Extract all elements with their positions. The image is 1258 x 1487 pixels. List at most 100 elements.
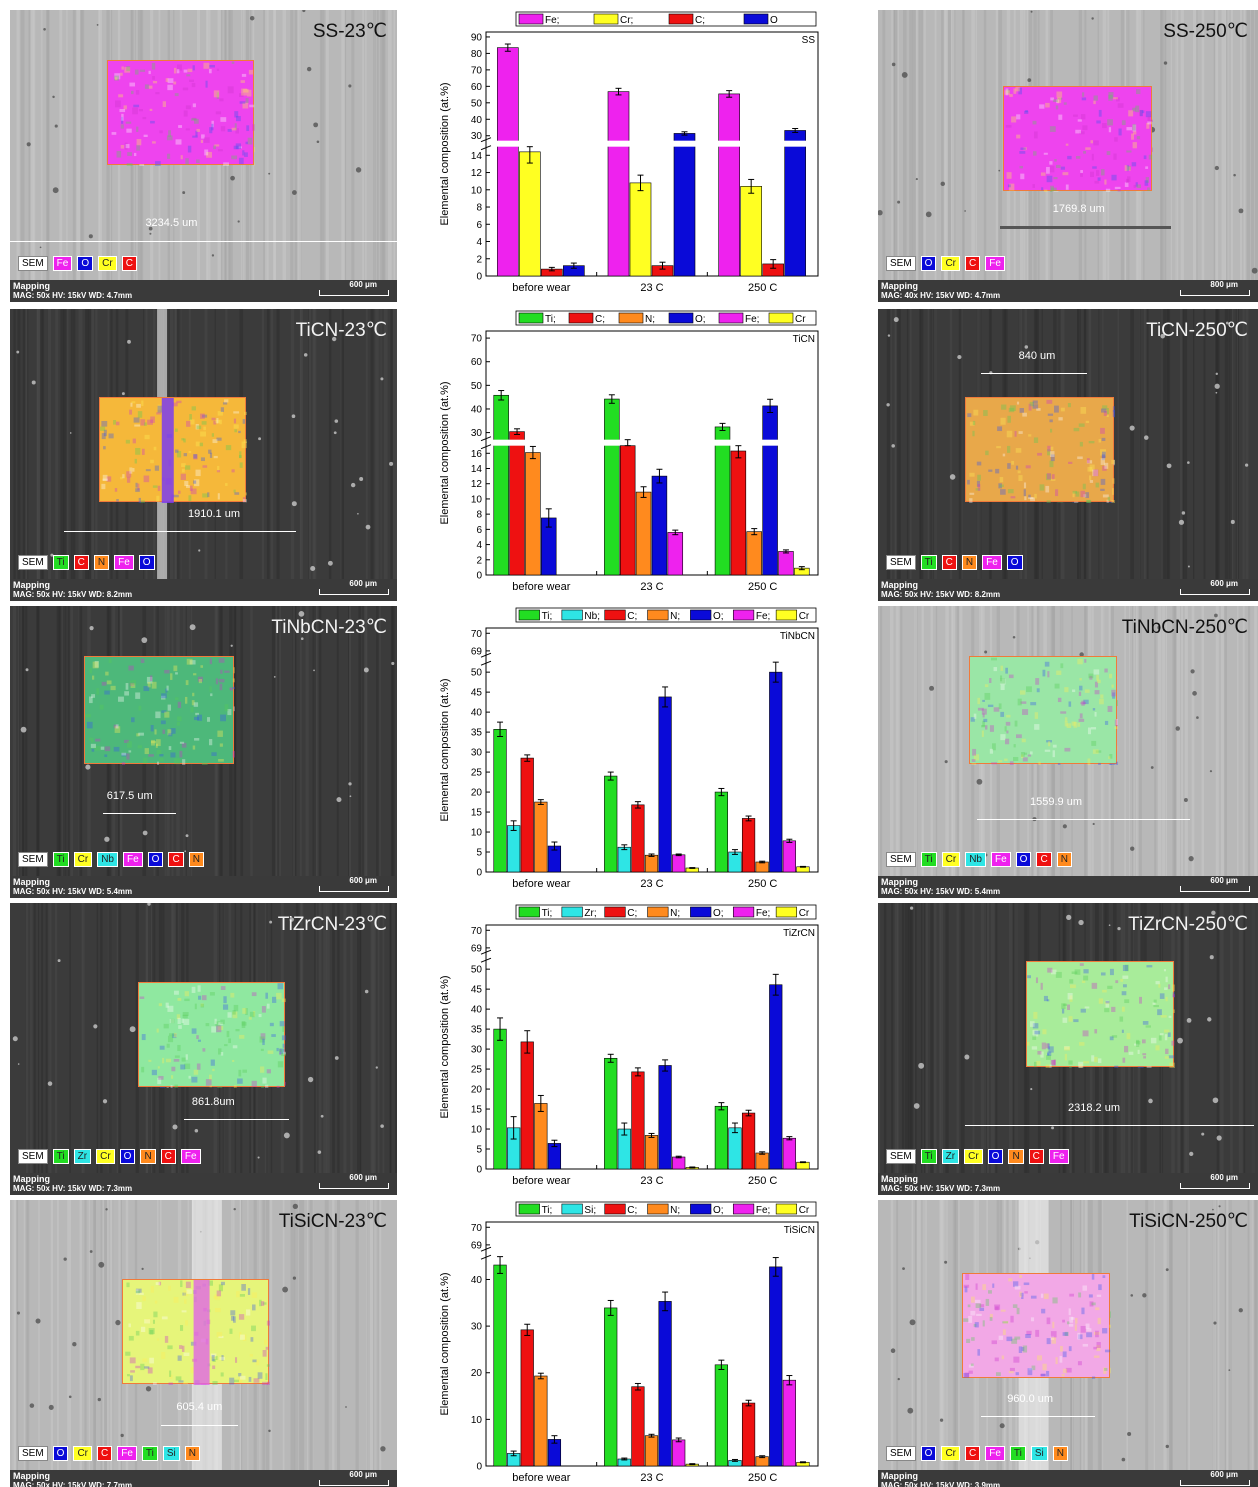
acquisition-params: MAG: 50x HV: 15kV WD: 5.4mm (13, 887, 133, 896)
mapping-label: Mapping (881, 580, 918, 590)
y-tick-label: 30 (471, 1045, 483, 1056)
sem-panel-left[interactable]: TiSiCN-23℃ 605.4 um SEM O Cr C Fe Ti Si N Mapping M… (10, 1200, 397, 1487)
edx-mapping-region[interactable] (137, 981, 286, 1088)
y-tick-label: 30 (471, 428, 483, 439)
acquisition-params: MAG: 50x HV: 15kV WD: 8.2mm (13, 590, 133, 599)
bar-n (755, 1152, 769, 1170)
edx-mapping-region[interactable] (106, 59, 255, 166)
element-chip: C (73, 555, 89, 570)
mapping-label: Mapping (881, 877, 918, 887)
mapping-label: Mapping (13, 1174, 50, 1184)
legend-label: C; (695, 15, 705, 26)
mapping-texture (962, 1274, 1111, 1380)
mapping-label: Mapping (881, 1174, 918, 1184)
legend-label: Cr (799, 1205, 810, 1216)
bar-ti (714, 1105, 728, 1170)
sem-panel-right[interactable]: TiSiCN-250℃ 960.0 um SEM O Cr C Fe Ti Si N Mapping… (878, 1200, 1258, 1487)
legend-label: O; (713, 611, 724, 622)
edx-mapping-region[interactable] (99, 396, 248, 503)
axis-break-mark (480, 145, 492, 151)
y-tick-label: 14 (471, 464, 483, 475)
legend-label: Fe; (756, 611, 770, 622)
edx-mapping-region[interactable] (122, 1278, 271, 1385)
y-tick-label: 35 (471, 728, 483, 739)
bar-c (619, 445, 636, 576)
y-tick-label: 6 (476, 525, 482, 536)
mapping-texture (1027, 963, 1176, 1068)
legend-label: N; (670, 611, 680, 622)
edx-mapping-region[interactable] (1003, 85, 1153, 193)
acquisition-params: MAG: 50x HV: 15kV WD: 3.9mm (881, 1481, 1001, 1487)
element-chip: O (920, 256, 937, 271)
bar-fe (672, 854, 686, 873)
bar-fe (672, 1439, 686, 1467)
y-tick-label: 8 (476, 510, 482, 521)
legend-label: Fe; (745, 314, 759, 325)
sem-panel-right[interactable]: SS-250℃ 1769.8 um SEM O Cr C Fe Mapping MAG: 40x… (878, 10, 1258, 302)
edx-mapping-region[interactable] (965, 396, 1115, 503)
edx-mapping-region[interactable] (1026, 961, 1176, 1068)
element-chip: Fe (1048, 1149, 1069, 1164)
measure-label: 840 um (1018, 349, 1056, 362)
sem-panel-right[interactable]: TiNbCN-250℃ 1559.9 um SEM Ti Cr Nb Fe O C N Mappin… (878, 606, 1258, 898)
element-chip: Ti (52, 1149, 69, 1164)
element-chip: O (52, 1446, 69, 1461)
mapping-texture (970, 657, 1119, 765)
x-tick-label: 250 C (748, 1175, 777, 1187)
element-chip: Cr (941, 256, 961, 271)
element-chip: N (1056, 852, 1072, 867)
edx-mapping-region[interactable] (961, 1273, 1111, 1380)
legend-swatch (561, 906, 583, 918)
bar-break-gap (783, 140, 807, 147)
sem-panel-right[interactable]: TiCN-250℃ 840 um SEM Ti C N Fe O Mapping MAG: 50x… (878, 309, 1258, 601)
element-chip: Cr (98, 256, 117, 271)
sem-panel-left[interactable]: TiZrCN-23℃ 861.8um SEM Ti Zr Cr O N C Fe Mapping MA… (10, 903, 397, 1195)
edx-mapping-region[interactable] (83, 655, 236, 765)
mapping-texture (125, 1279, 271, 1385)
bar-break-gap (714, 439, 731, 446)
element-chip: C (1036, 852, 1052, 867)
mapping-label: Mapping (13, 877, 50, 887)
acquisition-params: MAG: 50x HV: 15kV WD: 7.3mm (881, 1184, 1001, 1193)
sem-panel-left[interactable]: TiNbCN-23℃ 617.5 um SEM Ti Cr Nb Fe O C N Mapping M… (10, 606, 397, 898)
legend-label: N; (645, 314, 655, 325)
x-tick-label: before wear (512, 581, 570, 593)
x-tick-label: 250 C (748, 581, 777, 593)
edx-mapping-region[interactable] (969, 655, 1119, 765)
sem-panel-left[interactable]: SS-23℃ 3234.5 um SEM Fe O Cr C Mapping MAG: 50x … (10, 10, 397, 302)
element-legend: SEM Ti Zr Cr O N C Fe (886, 1149, 1069, 1164)
bar-nb (728, 851, 742, 873)
x-tick-label: before wear (512, 1472, 570, 1484)
bar-ti (604, 1057, 618, 1170)
scale-bar (1180, 1183, 1250, 1189)
sem-panel-right[interactable]: TiZrCN-250℃ 2318.2 um SEM Ti Zr Cr O N C Fe Mappin… (878, 903, 1258, 1195)
acquisition-params: MAG: 50x HV: 15kV WD: 7.7mm (13, 1481, 133, 1487)
bar-break-gap (761, 439, 779, 446)
legend-swatch (775, 1203, 798, 1215)
x-tick-label: 250 C (748, 878, 777, 890)
element-legend: SEM Ti C N Fe O (886, 555, 1023, 570)
element-chip: Cr (964, 1149, 983, 1164)
sem-info-bar: Mapping MAG: 50x HV: 15kV WD: 7.3mm 600 μm (878, 1173, 1258, 1195)
sem-info-bar: Mapping MAG: 50x HV: 15kV WD: 7.3mm 600 μm (10, 1173, 397, 1195)
legend-label: O; (713, 908, 724, 919)
bar-nb (507, 825, 521, 873)
panel-title: SS-23℃ (312, 21, 387, 42)
scale-bar (319, 290, 389, 296)
element-chip: Cr (941, 1446, 961, 1461)
x-tick-label: 250 C (748, 1472, 777, 1484)
axis-break-mark (480, 1254, 492, 1260)
sem-panel-left[interactable]: TiCN-23℃ 1910.1 um SEM Ti C N Fe O Mapping MAG: 5… (10, 309, 397, 601)
scale-bar (1180, 1480, 1250, 1486)
y-tick-label: 60 (471, 82, 483, 93)
sem-info-bar: Mapping MAG: 50x HV: 15kV WD: 8.2mm 600 μm (10, 579, 397, 601)
scale-bar-label: 600 μm (1210, 1173, 1238, 1182)
scale-bar-label: 800 μm (1210, 280, 1238, 289)
sem-info-bar: Mapping MAG: 40x HV: 15kV WD: 4.7mm 800 μm (878, 280, 1258, 302)
acquisition-params: MAG: 40x HV: 15kV WD: 4.7mm (881, 291, 1001, 300)
y-tick-label: 4 (476, 540, 482, 551)
mapping-label: Mapping (13, 580, 50, 590)
element-legend: SEM Ti C N Fe O (18, 555, 155, 570)
panel-title: TiZrCN-23℃ (277, 914, 387, 935)
scale-bar (319, 589, 389, 595)
